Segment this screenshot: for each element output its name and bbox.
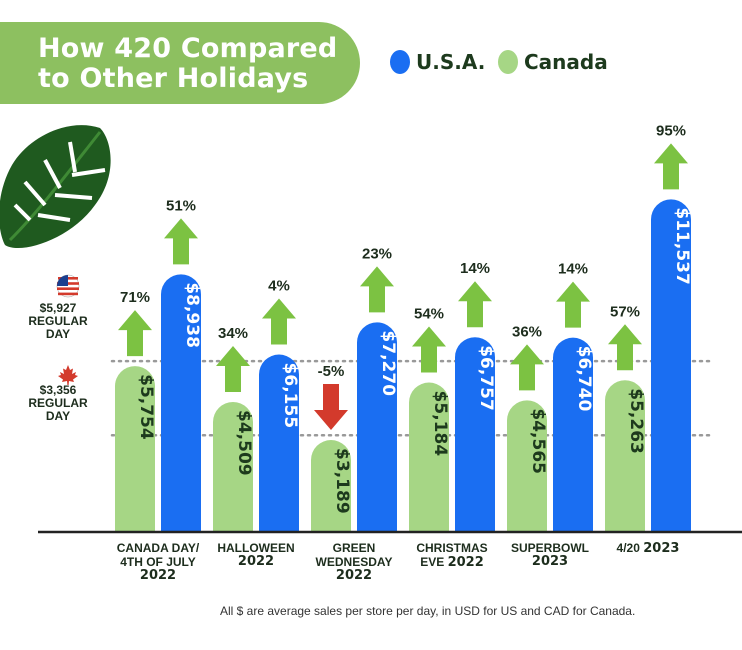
- canada-change-label: 57%: [610, 303, 640, 320]
- chart-base-mask: [0, 532, 742, 572]
- usa-value-label: $8,938: [182, 282, 202, 348]
- category-label: GREEN WEDNESDAY 2022: [299, 541, 409, 583]
- canada-value-label: $5,754: [136, 374, 156, 440]
- category-name: CANADA DAY/: [116, 541, 200, 555]
- usa-bar: [455, 337, 495, 552]
- up-arrow-icon: [608, 324, 642, 371]
- up-arrow-icon: [216, 346, 250, 393]
- usa-flag-icon: [56, 274, 80, 298]
- maple-leaf-icon: [58, 365, 78, 385]
- usa-bar: [161, 274, 201, 552]
- canada-change-label: -5%: [318, 363, 345, 380]
- up-arrow-icon: [360, 266, 394, 313]
- canada-regular-day-text: REGULAR DAY: [28, 396, 88, 423]
- up-arrow-icon: [654, 143, 688, 190]
- category-year: 2022: [139, 568, 177, 583]
- category-label: CHRISTMAS EVE 2022: [397, 541, 507, 570]
- usa-regular-day-text: REGULAR DAY: [28, 314, 88, 341]
- category-name: HALLOWEEN: [217, 541, 295, 555]
- legend-usa-swatch: [390, 50, 410, 74]
- category-year: 2023: [531, 554, 569, 569]
- usa-bar: [651, 199, 691, 552]
- usa-value-label: $11,537: [672, 207, 692, 284]
- canada-bar: [409, 382, 449, 552]
- footnote: All $ are average sales per store per da…: [220, 604, 636, 618]
- legend-canada-label: Canada: [524, 50, 608, 74]
- category-label: 4/20 2023: [593, 541, 703, 556]
- category-name: 4/20: [616, 541, 640, 555]
- usa-regular-day-value: $5,927: [39, 301, 77, 315]
- usa-value-label: $6,740: [574, 346, 594, 412]
- category-name-line2: EVE: [420, 555, 445, 569]
- canada-value-label: $3,189: [332, 448, 352, 514]
- category-label: HALLOWEEN 2022: [201, 541, 311, 569]
- canada-bar: [605, 380, 645, 552]
- category-year: 2022: [447, 555, 484, 570]
- usa-bar: [553, 337, 593, 552]
- category-name: SUPERBOWL: [511, 541, 589, 555]
- legend-usa: U.S.A.: [390, 50, 485, 74]
- legend-usa-label: U.S.A.: [416, 50, 486, 74]
- usa-change-label: 14%: [558, 261, 588, 278]
- category-year: 2023: [643, 541, 680, 556]
- canada-change-label: 34%: [218, 325, 248, 342]
- usa-value-label: $6,155: [280, 363, 300, 429]
- chart-title: How 420 Compared to Other Holidays: [38, 33, 338, 94]
- monstera-leaf-icon: [0, 125, 111, 249]
- down-arrow-icon: [314, 384, 348, 431]
- up-arrow-icon: [556, 281, 590, 328]
- category-name: CHRISTMAS: [416, 541, 488, 555]
- canada-value-label: $5,184: [430, 391, 450, 457]
- legend-canada-swatch: [498, 50, 518, 74]
- up-arrow-icon: [164, 218, 198, 265]
- usa-value-label: $6,757: [476, 345, 496, 411]
- category-name-line2: 4TH OF JULY: [120, 555, 196, 569]
- up-arrow-icon: [412, 326, 446, 373]
- usa-bar: [357, 322, 397, 552]
- up-arrow-icon: [510, 344, 544, 391]
- canada-value-label: $5,263: [626, 388, 646, 454]
- category-year: 2022: [335, 568, 373, 583]
- title-banner: [0, 22, 360, 104]
- up-arrow-icon: [118, 310, 152, 357]
- canada-bar: [213, 402, 253, 552]
- usa-regular-day-label: $5,927 REGULAR DAY: [20, 302, 96, 341]
- usa-bar: [259, 354, 299, 552]
- canada-value-label: $4,509: [234, 410, 254, 476]
- usa-change-label: 4%: [268, 278, 290, 295]
- canada-change-label: 36%: [512, 323, 542, 340]
- category-label: CANADA DAY/4TH OF JULY 2022: [103, 541, 213, 583]
- usa-change-label: 23%: [362, 245, 392, 262]
- canada-value-label: $4,565: [528, 408, 548, 474]
- canada-regular-day-label: $3,356 REGULAR DAY: [20, 384, 96, 423]
- category-name: GREEN: [332, 541, 376, 555]
- canada-bar: [115, 366, 155, 552]
- canada-change-label: 54%: [414, 306, 444, 323]
- canada-regular-day-value: $3,356: [39, 383, 77, 397]
- canada-bar: [507, 400, 547, 552]
- legend-canada: Canada: [498, 50, 608, 74]
- up-arrow-icon: [458, 281, 492, 328]
- canada-change-label: 71%: [120, 289, 150, 306]
- category-label: SUPERBOWL 2023: [495, 541, 605, 569]
- usa-change-label: 51%: [166, 197, 196, 214]
- usa-change-label: 95%: [656, 122, 686, 139]
- category-year: 2022: [237, 554, 275, 569]
- category-name-line2: WEDNESDAY: [315, 555, 393, 569]
- usa-value-label: $7,270: [378, 330, 398, 396]
- usa-change-label: 14%: [460, 260, 490, 277]
- canada-bar: [311, 440, 351, 552]
- up-arrow-icon: [262, 298, 296, 345]
